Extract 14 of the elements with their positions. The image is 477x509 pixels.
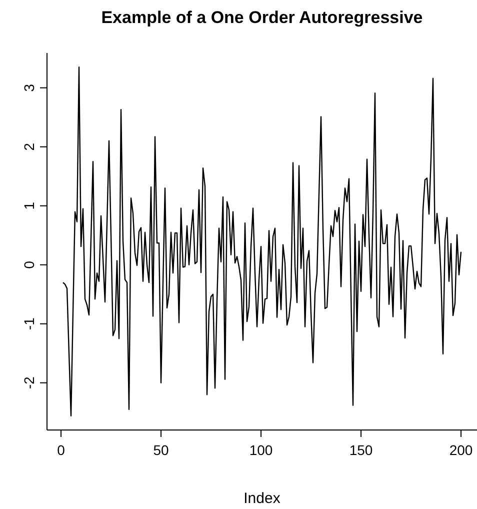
y-tick-label: 1 [21,202,37,210]
x-tick-label: 0 [57,442,66,458]
y-tick-label: -2 [21,376,37,390]
x-tick-label: 200 [449,442,473,458]
y-tick-label: -1 [21,317,37,330]
x-axis-title: Index [244,490,281,507]
x-tick-label: 100 [249,442,273,458]
y-tick-label: 0 [21,260,37,269]
x-tick-label: 50 [153,442,169,458]
y-tick-label: 2 [21,142,37,151]
x-tick-label: 150 [349,442,373,458]
chart-title: Example of a One Order Autoregressive [100,8,424,28]
line-series [62,66,462,416]
y-tick-label: 3 [21,84,37,92]
